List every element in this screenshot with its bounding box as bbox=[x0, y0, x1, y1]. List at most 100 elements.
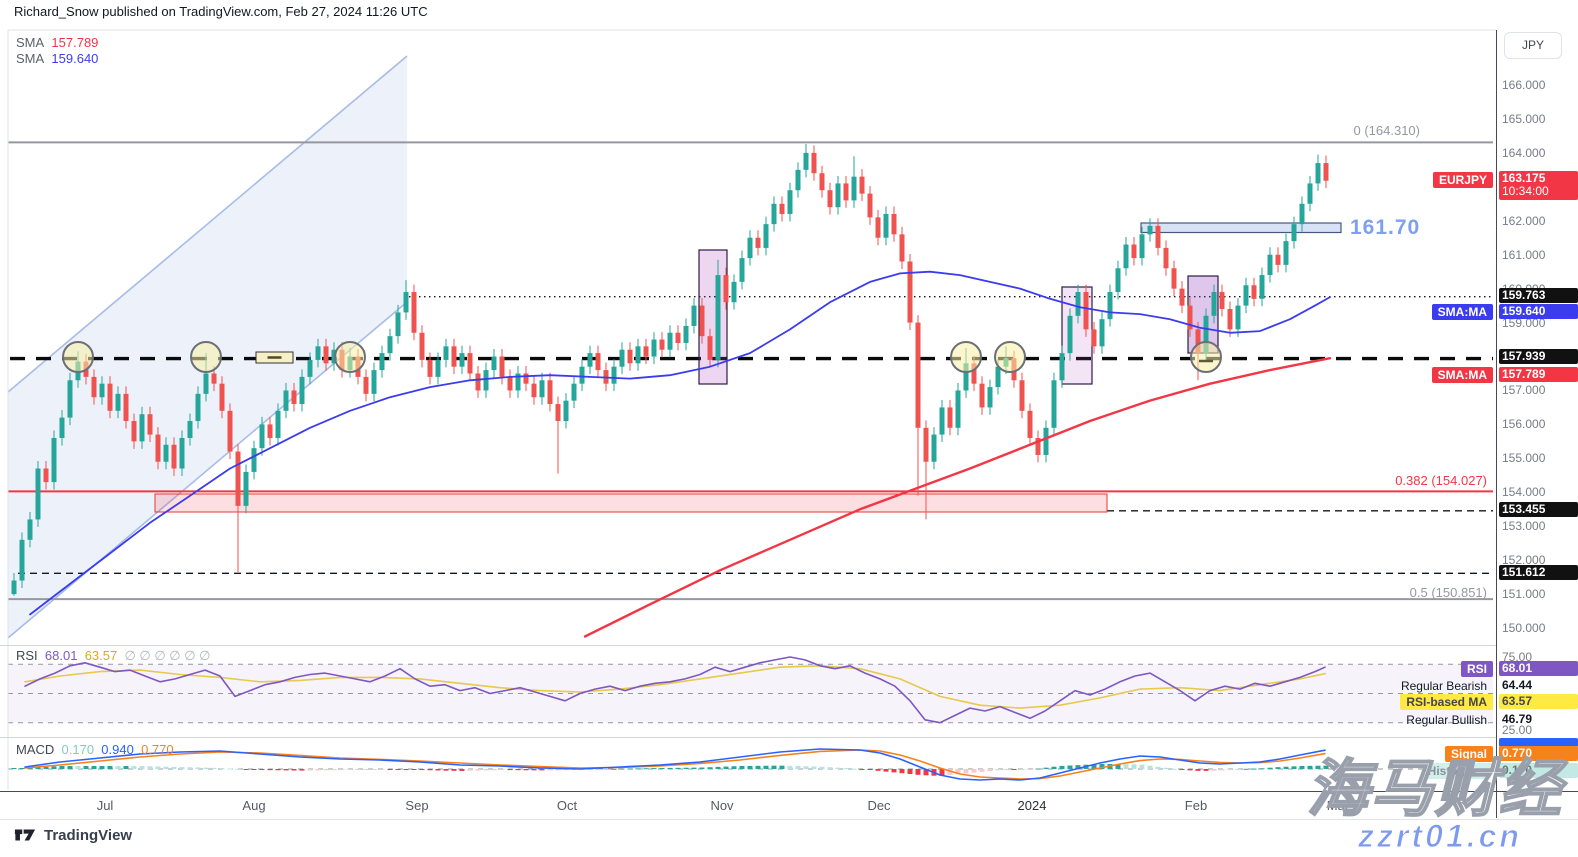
macd-histogram-bar bbox=[195, 767, 201, 769]
candle bbox=[91, 376, 97, 398]
price-tick-label: 154.000 bbox=[1502, 485, 1546, 500]
time-axis-label: Jul bbox=[96, 798, 114, 813]
macd-histogram-bar bbox=[1179, 769, 1185, 770]
macd-histogram-bar bbox=[155, 766, 161, 769]
candle bbox=[531, 383, 537, 398]
candle bbox=[651, 339, 657, 357]
time-axis[interactable]: Jul Aug Sep Oct Nov Dec 2024 Feb Mar bbox=[0, 791, 1578, 820]
macd-histogram-bar bbox=[75, 766, 81, 769]
candle bbox=[851, 176, 857, 201]
panel-separator-rsi[interactable] bbox=[0, 645, 1578, 646]
macd-histogram-bar bbox=[251, 769, 257, 770]
macd-histogram-bar bbox=[331, 769, 337, 771]
macd-histogram-bar bbox=[1307, 765, 1313, 769]
candle bbox=[59, 417, 65, 438]
candle bbox=[787, 190, 793, 214]
axis-badge-regular-bearish: 64.44 bbox=[1502, 678, 1533, 692]
rsi-legend[interactable]: RSI 68.01 63.57 ∅ ∅ ∅ ∅ ∅ ∅ bbox=[16, 648, 210, 664]
candle bbox=[731, 281, 737, 303]
macd-histogram-bar bbox=[643, 768, 649, 770]
candle bbox=[259, 424, 265, 449]
currency-toggle-button[interactable]: JPY bbox=[1504, 32, 1562, 59]
highlight-circle bbox=[334, 341, 366, 373]
macd-histogram-bar bbox=[1155, 766, 1161, 769]
macd-histogram-bar bbox=[1251, 768, 1257, 770]
price-chart-canvas[interactable] bbox=[0, 0, 1496, 790]
candle bbox=[1075, 292, 1081, 316]
candle bbox=[667, 332, 673, 350]
candle bbox=[819, 173, 825, 191]
candle bbox=[283, 390, 289, 411]
macd-histogram-bar bbox=[267, 769, 273, 771]
macd-histogram-bar bbox=[35, 767, 41, 769]
macd-histogram-bar bbox=[395, 769, 401, 770]
macd-histogram-bar bbox=[1243, 768, 1249, 770]
candle bbox=[755, 237, 761, 248]
sma-slow-legend[interactable]: SMA 157.789 bbox=[16, 35, 98, 50]
candle bbox=[571, 383, 577, 401]
candle bbox=[491, 356, 497, 371]
macd-histogram-bar bbox=[843, 768, 849, 770]
macd-histogram-bar bbox=[1323, 765, 1329, 769]
macd-histogram-bar bbox=[939, 769, 945, 776]
candle bbox=[1027, 410, 1033, 438]
rsi-tick-label: 75.00 bbox=[1502, 650, 1533, 664]
macd-histogram-bar bbox=[739, 765, 745, 769]
macd-histogram-bar bbox=[219, 768, 225, 770]
sma-label: SMA bbox=[16, 35, 45, 50]
macd-histogram-bar bbox=[1267, 767, 1273, 769]
macd-histogram-bar bbox=[1035, 768, 1041, 770]
rsi-legend-value: 68.01 bbox=[44, 648, 78, 663]
candle bbox=[1235, 305, 1241, 330]
macd-histogram-bar bbox=[1139, 764, 1145, 769]
axis-badge-level-157939: 157.939 bbox=[1499, 349, 1578, 364]
candle bbox=[811, 152, 817, 174]
price-tick-label: 165.000 bbox=[1502, 111, 1546, 126]
candle bbox=[1019, 380, 1025, 411]
candle bbox=[131, 421, 137, 442]
candle bbox=[963, 363, 969, 391]
time-axis-label: 2024 bbox=[1017, 798, 1047, 813]
macd-histogram-bar bbox=[227, 768, 233, 770]
candle bbox=[923, 427, 929, 462]
candle bbox=[1035, 437, 1041, 455]
float-label-regular-bearish: Regular Bearish bbox=[1400, 679, 1487, 693]
sma-fast-legend[interactable]: SMA 159.640 bbox=[16, 51, 98, 66]
price-axis[interactable]: 166.000165.000164.000162.000161.000160.0… bbox=[1497, 30, 1578, 790]
macd-histogram-bar bbox=[563, 769, 569, 771]
macd-histogram-bar bbox=[451, 769, 457, 771]
candle bbox=[547, 380, 553, 405]
macd-histogram-bar bbox=[1115, 764, 1121, 769]
candle bbox=[203, 373, 209, 394]
macd-histogram-bar bbox=[1075, 765, 1081, 769]
candle bbox=[171, 444, 177, 469]
float-label-sma-fast-value: SMA:MA bbox=[1431, 304, 1493, 320]
macd-histogram-bar bbox=[1275, 767, 1281, 769]
rsi-tick-label: 25.00 bbox=[1502, 723, 1533, 737]
panel-separator-macd[interactable] bbox=[0, 737, 1578, 738]
macd-histogram-bar bbox=[611, 768, 617, 770]
price-tick-label: 161.000 bbox=[1502, 247, 1546, 262]
candle bbox=[1267, 254, 1273, 276]
axis-badge-rsi-ma-value: 63.57 bbox=[1499, 694, 1578, 709]
candle bbox=[707, 336, 713, 360]
candle bbox=[899, 234, 905, 262]
macd-histogram-bar bbox=[363, 769, 369, 770]
macd-histogram-bar bbox=[1043, 767, 1049, 769]
macd-histogram-bar bbox=[259, 769, 265, 771]
macd-histogram-bar bbox=[899, 769, 905, 774]
macd-histogram-bar bbox=[675, 767, 681, 769]
candle bbox=[1051, 380, 1057, 428]
macd-histogram-bar bbox=[419, 769, 425, 771]
macd-legend[interactable]: MACD 0.170 0.940 0.770 bbox=[16, 742, 174, 757]
macd-histogram-bar bbox=[659, 767, 665, 769]
tradingview-attribution[interactable]: TradingView bbox=[14, 825, 132, 845]
candle bbox=[371, 370, 377, 394]
candle bbox=[155, 434, 161, 462]
float-label-eurjpy-last-price: EURJPY bbox=[1432, 172, 1493, 188]
candle bbox=[1139, 234, 1145, 259]
axis-badge-sma-slow-value: 157.789 bbox=[1499, 367, 1578, 382]
macd-histogram-bar bbox=[1259, 768, 1265, 770]
macd-histogram-bar bbox=[315, 769, 321, 771]
macd-histogram-bar bbox=[139, 766, 145, 769]
